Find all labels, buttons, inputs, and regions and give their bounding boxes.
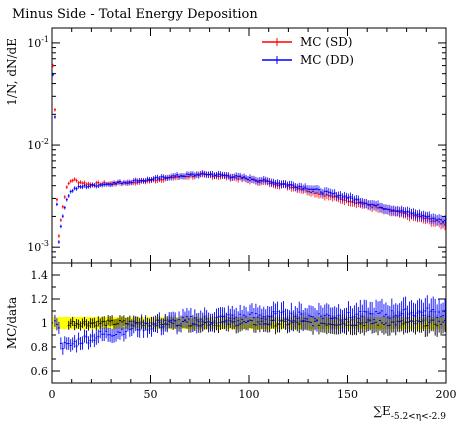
ratio-ylabel: MC/data — [5, 297, 19, 349]
ratio-xtick-label: 0 — [49, 388, 56, 401]
main-ylabel: 1/N, dN/dE — [5, 38, 19, 106]
ratio-ytick-label: 1 — [41, 317, 48, 330]
legend-label: MC (DD) — [300, 53, 354, 67]
ratio-xtick-label: 150 — [337, 388, 358, 401]
main-frame — [51, 27, 447, 264]
ratio-ytick-label: 1.2 — [31, 293, 49, 306]
main-ytick-label: 10-3 — [27, 239, 49, 254]
ratio-xlabel: ∑E-5.2<η<-2.9 — [373, 404, 446, 422]
series-mc-dd — [52, 72, 446, 244]
ratio-xtick-label: 200 — [436, 388, 457, 401]
ratio-ytick-label: 1.4 — [31, 269, 49, 282]
main-ytick-label: 10-2 — [27, 137, 49, 152]
series-mc-sd — [52, 63, 446, 238]
ratio-series-mc-dd — [53, 295, 446, 355]
ratio-xtick-label: 50 — [144, 388, 158, 401]
ratio-ytick-label: 0.6 — [31, 365, 49, 378]
main-ytick-label: 10-1 — [27, 35, 49, 50]
ratio-ytick-label: 0.8 — [31, 341, 49, 354]
legend-label: MC (SD) — [300, 35, 353, 49]
ratio-xtick-label: 100 — [239, 388, 260, 401]
ratio-uncertainty-band — [53, 317, 445, 329]
chart-title: Minus Side - Total Energy Deposition — [12, 7, 258, 22]
legend: MC (SD) MC (DD) — [262, 35, 354, 67]
